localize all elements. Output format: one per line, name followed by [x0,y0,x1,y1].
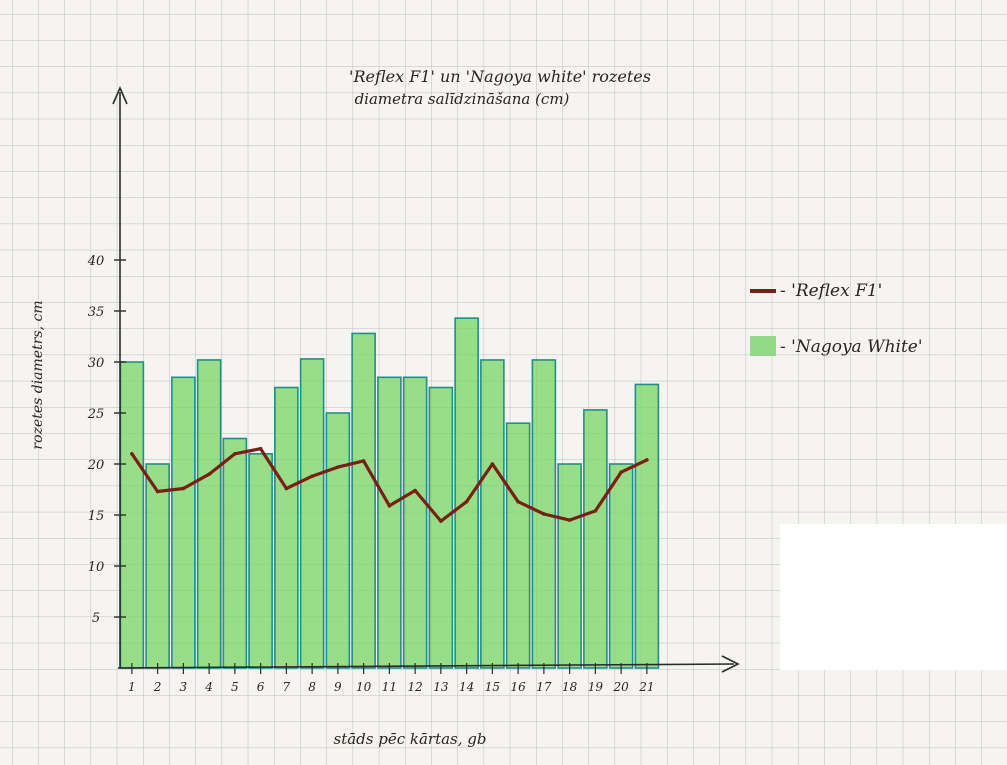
bar-nagoya-18 [557,463,582,669]
x-tick-label-19: 19 [588,680,604,694]
x-tick-label-2: 2 [153,680,162,694]
bar-nagoya-5 [222,437,248,669]
x-tick-label-5: 5 [231,680,239,694]
point-reflex-18 [567,518,572,522]
x-tick-label-18: 18 [562,680,578,694]
bar-nagoya-12 [402,376,428,669]
point-reflex-11 [387,504,392,508]
point-reflex-17 [542,512,546,516]
x-tick-label-13: 13 [433,680,449,694]
bar-nagoya-9 [325,412,351,669]
x-tick-label-10: 10 [356,680,372,694]
y-axis-label: rozetes diametrs, cm [30,300,46,449]
x-tick-label-12: 12 [407,680,422,694]
point-reflex-1 [130,452,134,456]
point-reflex-20 [619,470,623,474]
bar-nagoya-13 [428,386,454,669]
bar-nagoya-20 [608,463,634,669]
point-reflex-3 [181,486,186,491]
y-tick-label-35: 35 [88,305,105,320]
bar-nagoya-8 [299,358,325,669]
y-tick-label-40: 40 [87,254,105,269]
point-reflex-9 [336,465,340,469]
y-tick-label-15: 15 [88,509,105,524]
point-reflex-4 [207,472,211,477]
legend: - 'Reflex F1' - 'Nagoya White' [750,281,923,357]
point-reflex-10 [361,459,366,463]
legend-reflex-label: - 'Reflex F1' [780,281,882,301]
blank-paper-patch [780,524,1007,670]
bar-nagoya-16 [505,422,531,669]
point-reflex-15 [490,462,495,466]
x-tick-label-8: 8 [308,680,316,694]
x-tick-label-6: 6 [257,680,265,694]
chart-title-line-2: diametra salīdzināšana (cm) [355,90,570,108]
bar-nagoya-15 [480,359,505,669]
x-tick-label-20: 20 [612,680,629,694]
bar-nagoya-6 [248,452,273,669]
x-tick-label-1: 1 [128,680,136,694]
x-tick-label-7: 7 [283,680,291,694]
bar-nagoya-11 [377,376,402,669]
point-reflex-5 [233,452,237,456]
point-reflex-21 [645,458,649,462]
point-reflex-12 [413,488,417,493]
point-reflex-13 [439,519,443,523]
x-tick-label-16: 16 [510,680,526,694]
y-tick-label-10: 10 [88,560,105,575]
x-tick-label-3: 3 [180,680,188,694]
x-tick-label-14: 14 [459,680,474,694]
point-reflex-16 [516,499,520,504]
x-tick-label-9: 9 [334,680,342,694]
y-tick-label-20: 20 [87,458,105,473]
y-axis-arrow [112,86,128,105]
bar-nagoya-19 [583,409,608,669]
bar-nagoya-14 [454,317,479,669]
point-reflex-2 [155,489,160,494]
bar-nagoya-3 [171,376,196,669]
bar-nagoya-10 [351,332,376,669]
point-reflex-19 [593,509,598,513]
point-reflex-7 [284,486,289,491]
point-reflex-14 [464,499,469,504]
point-reflex-8 [310,474,314,479]
x-tick-label-21: 21 [638,680,654,694]
x-tick-label-4: 4 [204,680,213,694]
x-axis-arrow [721,655,740,673]
legend-nagoya-label: - 'Nagoya White' [780,337,923,357]
x-tick-label-15: 15 [485,680,500,694]
x-tick-label-11: 11 [382,680,397,694]
x-axis [117,663,735,669]
x-tick-label-17: 17 [536,680,552,694]
y-tick-label-30: 30 [88,356,105,371]
bar-nagoya-2 [145,463,170,669]
point-reflex-6 [258,446,263,451]
bar-nagoya-4 [196,359,222,669]
y-tick-label-5: 5 [92,611,100,626]
y-tick-label-25: 25 [87,407,105,422]
x-axis-label: stāds pēc kārtas, gb [334,730,487,748]
chart-title-line-1: 'Reflex F1' un 'Nagoya white' rozetes [349,67,651,86]
legend-bar-swatch [750,336,776,356]
bar-nagoya-7 [274,386,299,669]
bar-nagoya-21 [634,383,660,669]
